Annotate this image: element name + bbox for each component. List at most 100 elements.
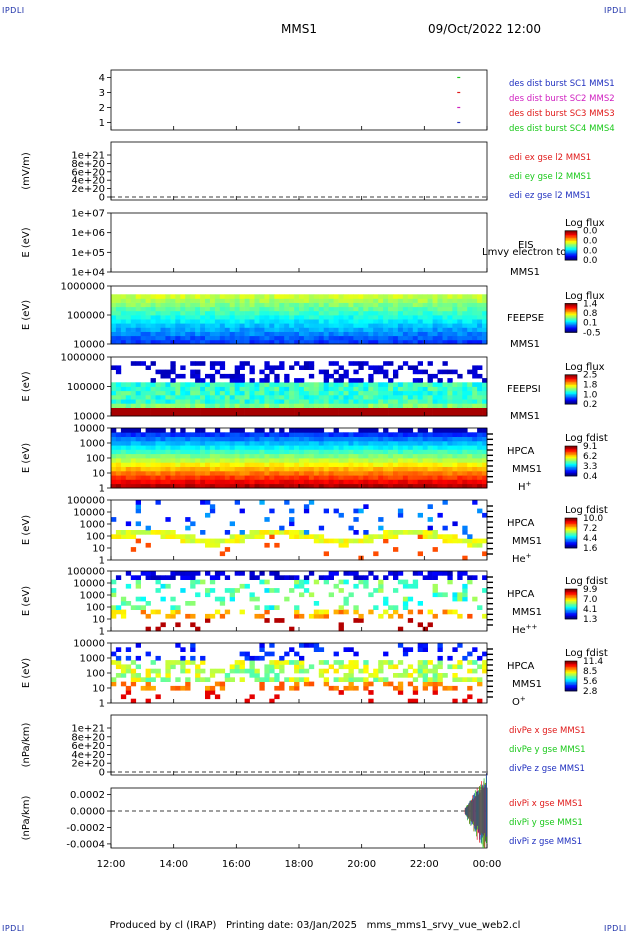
heatmap-cell (264, 677, 270, 682)
heatmap-cell (205, 302, 211, 308)
heatmap-cell (115, 382, 122, 387)
heatmap-cell (333, 394, 339, 400)
heatmap-cell (437, 673, 443, 678)
heatmap-cell (205, 298, 211, 303)
heatmap-cell (130, 534, 137, 539)
heatmap-cell (383, 369, 389, 375)
heatmap-cell (111, 294, 117, 299)
colorbar-step (565, 396, 577, 399)
heatmap-cell (190, 373, 196, 379)
heatmap-cell (407, 647, 414, 652)
heatmap-cell (170, 664, 176, 670)
heatmap-cell (358, 475, 364, 480)
heatmap-cell (457, 335, 463, 341)
heatmap-cell (229, 315, 235, 320)
heatmap-cell (130, 475, 137, 480)
heatmap-cell (318, 647, 325, 652)
heatmap-cell (328, 575, 334, 580)
heatmap-cell (125, 462, 132, 467)
heatmap-cell (264, 432, 270, 437)
y-tick-label: 2e+20 (71, 759, 105, 770)
heatmap-cell (180, 575, 186, 580)
heatmap-cell (249, 302, 255, 308)
heatmap-cell (135, 458, 141, 463)
heatmap-cell (303, 483, 310, 489)
heatmap-cell (205, 386, 211, 392)
y-tick-label: 1e+21 (71, 724, 105, 735)
colorbar-step (565, 604, 577, 606)
heatmap-cell (313, 479, 320, 485)
heatmap-cell (244, 386, 250, 392)
heatmap-cell (190, 521, 196, 527)
heatmap-cell (299, 403, 305, 408)
heatmap-cell (229, 306, 235, 312)
heatmap-cell (348, 378, 354, 383)
heatmap-cell (180, 668, 186, 674)
heatmap-cell (165, 436, 171, 442)
heatmap-cell (308, 592, 315, 598)
heatmap-cell (259, 394, 265, 400)
heatmap-cell (214, 382, 221, 387)
colorbar-tick-label: 0.0 (583, 246, 598, 256)
colorbar-step (565, 467, 577, 469)
heatmap-cell (219, 551, 226, 557)
heatmap-cell (279, 403, 285, 408)
heatmap-cell (318, 327, 325, 332)
heatmap-cell (353, 436, 359, 442)
heatmap-cell (224, 449, 231, 455)
heatmap-cell (437, 643, 443, 648)
heatmap-cell (378, 411, 384, 417)
heatmap-cell (190, 466, 196, 472)
colorbar-step (565, 685, 577, 687)
heatmap-cell (145, 668, 151, 674)
heatmap-cell (303, 466, 310, 472)
heatmap-cells-feepsi (111, 361, 488, 417)
heatmap-cell (170, 483, 176, 489)
heatmap-cell (130, 428, 137, 433)
heatmap-cell (323, 319, 329, 324)
heatmap-cell (407, 458, 414, 463)
heatmap-cell (150, 609, 156, 615)
heatmap-cell (368, 331, 374, 337)
heatmap-cell (244, 453, 250, 459)
heatmap-cell (313, 436, 320, 442)
heatmap-cell (264, 390, 270, 396)
heatmap-cell (477, 382, 483, 387)
colorbar-step (565, 461, 577, 463)
heatmap-cell (115, 470, 122, 476)
heatmap-cell (358, 453, 364, 459)
heatmap-cell (244, 470, 250, 476)
heatmap-cell (170, 315, 176, 320)
heatmap-cell (353, 609, 359, 615)
colorbar-step (565, 679, 577, 681)
heatmap-cell (323, 475, 329, 480)
heatmap-cell (224, 407, 231, 413)
heatmap-cell (195, 327, 201, 332)
heatmap-cell (338, 411, 344, 417)
heatmap-cell (303, 530, 310, 535)
heatmap-cell (205, 403, 211, 408)
heatmap-cell (244, 327, 250, 332)
heatmap-cell (239, 458, 245, 463)
heatmap-cell (407, 403, 414, 408)
colorbar-step (565, 536, 577, 538)
heatmap-cell (313, 445, 320, 450)
colorbar-step (565, 446, 577, 448)
heatmap-cell (209, 470, 216, 476)
heatmap-cell (234, 436, 240, 442)
heatmap-cell (383, 475, 389, 480)
heatmap-cell (125, 331, 132, 337)
heatmap-cell (259, 677, 265, 682)
heatmap-cell (358, 331, 364, 337)
heatmap-cell (254, 462, 260, 467)
heatmap-cell (150, 575, 156, 580)
heatmap-cell (254, 411, 260, 417)
heatmap-cell (160, 386, 166, 392)
colorbar-title-hpca_o: Log fdist (565, 648, 608, 659)
heatmap-cell (224, 677, 231, 682)
heatmap-cell (115, 605, 122, 610)
heatmap-cell (115, 323, 122, 328)
heatmap-cell (363, 685, 369, 691)
heatmap-cell (422, 436, 428, 442)
heatmap-cell (462, 428, 468, 433)
